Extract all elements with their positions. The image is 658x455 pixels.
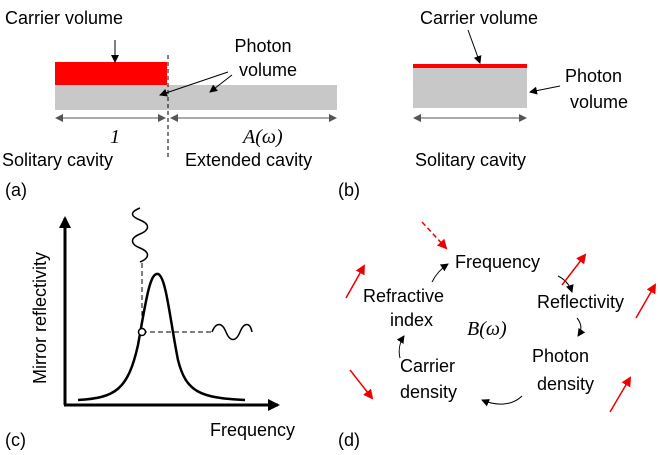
label: volume bbox=[239, 60, 297, 80]
panel-a: Carrier volume Photon volume 1 A(ω) Soli… bbox=[2, 8, 337, 200]
axis-label: Mirror reflectivity bbox=[30, 252, 50, 384]
node-label: Frequency bbox=[455, 252, 540, 272]
photon-region bbox=[55, 85, 337, 110]
center-label: B(ω) bbox=[467, 318, 507, 340]
pointer bbox=[529, 85, 561, 95]
pointer bbox=[159, 71, 229, 97]
label: Photon bbox=[565, 66, 622, 86]
trend-arrow bbox=[421, 221, 448, 250]
cycle-arrow bbox=[481, 395, 523, 407]
reflectivity-curve bbox=[77, 272, 246, 402]
photon-region bbox=[413, 68, 527, 108]
cycle-arrow bbox=[557, 275, 574, 293]
operating-point bbox=[137, 327, 147, 337]
cycle-arrow bbox=[431, 263, 449, 283]
label: Solitary cavity bbox=[415, 150, 526, 170]
panel-label: (a) bbox=[5, 180, 27, 200]
pointer bbox=[467, 29, 482, 64]
wave bbox=[131, 207, 149, 263]
trend-arrow bbox=[345, 264, 365, 299]
carrier-region bbox=[55, 62, 167, 85]
trend-arrow bbox=[635, 283, 656, 319]
panel-b: Carrier volume Photon volume Solitary ca… bbox=[338, 8, 628, 200]
node-label: Refractive bbox=[363, 286, 444, 306]
label: volume bbox=[570, 92, 628, 112]
wave bbox=[211, 323, 253, 341]
cycle-arrow bbox=[576, 317, 586, 337]
label: Solitary cavity bbox=[2, 150, 113, 170]
panel-c: Mirror reflectivity Frequency (c) bbox=[5, 207, 295, 450]
node-label: Photon bbox=[532, 346, 589, 366]
label: Photon bbox=[234, 36, 291, 56]
axis-label: Frequency bbox=[210, 420, 295, 440]
node-label: Carrier bbox=[400, 356, 455, 376]
node-label: Reflectivity bbox=[537, 292, 624, 312]
panel-label: (b) bbox=[338, 180, 360, 200]
cycle-arrow bbox=[396, 335, 405, 359]
panel-d: Frequency Reflectivity Photon density Ca… bbox=[338, 221, 656, 450]
label: Carrier volume bbox=[5, 8, 123, 28]
node-label: density bbox=[400, 382, 457, 402]
node-label: index bbox=[390, 310, 433, 330]
panel-label: (c) bbox=[5, 430, 26, 450]
panel-label: (d) bbox=[338, 430, 360, 450]
trend-arrow bbox=[609, 376, 632, 413]
trend-arrow bbox=[349, 369, 374, 400]
pointer bbox=[209, 74, 233, 93]
label: Extended cavity bbox=[185, 150, 312, 170]
label: 1 bbox=[110, 126, 120, 148]
node-label: density bbox=[537, 374, 594, 394]
label: A(ω) bbox=[241, 126, 283, 148]
label: Carrier volume bbox=[420, 8, 538, 28]
trend-arrow bbox=[561, 253, 587, 286]
